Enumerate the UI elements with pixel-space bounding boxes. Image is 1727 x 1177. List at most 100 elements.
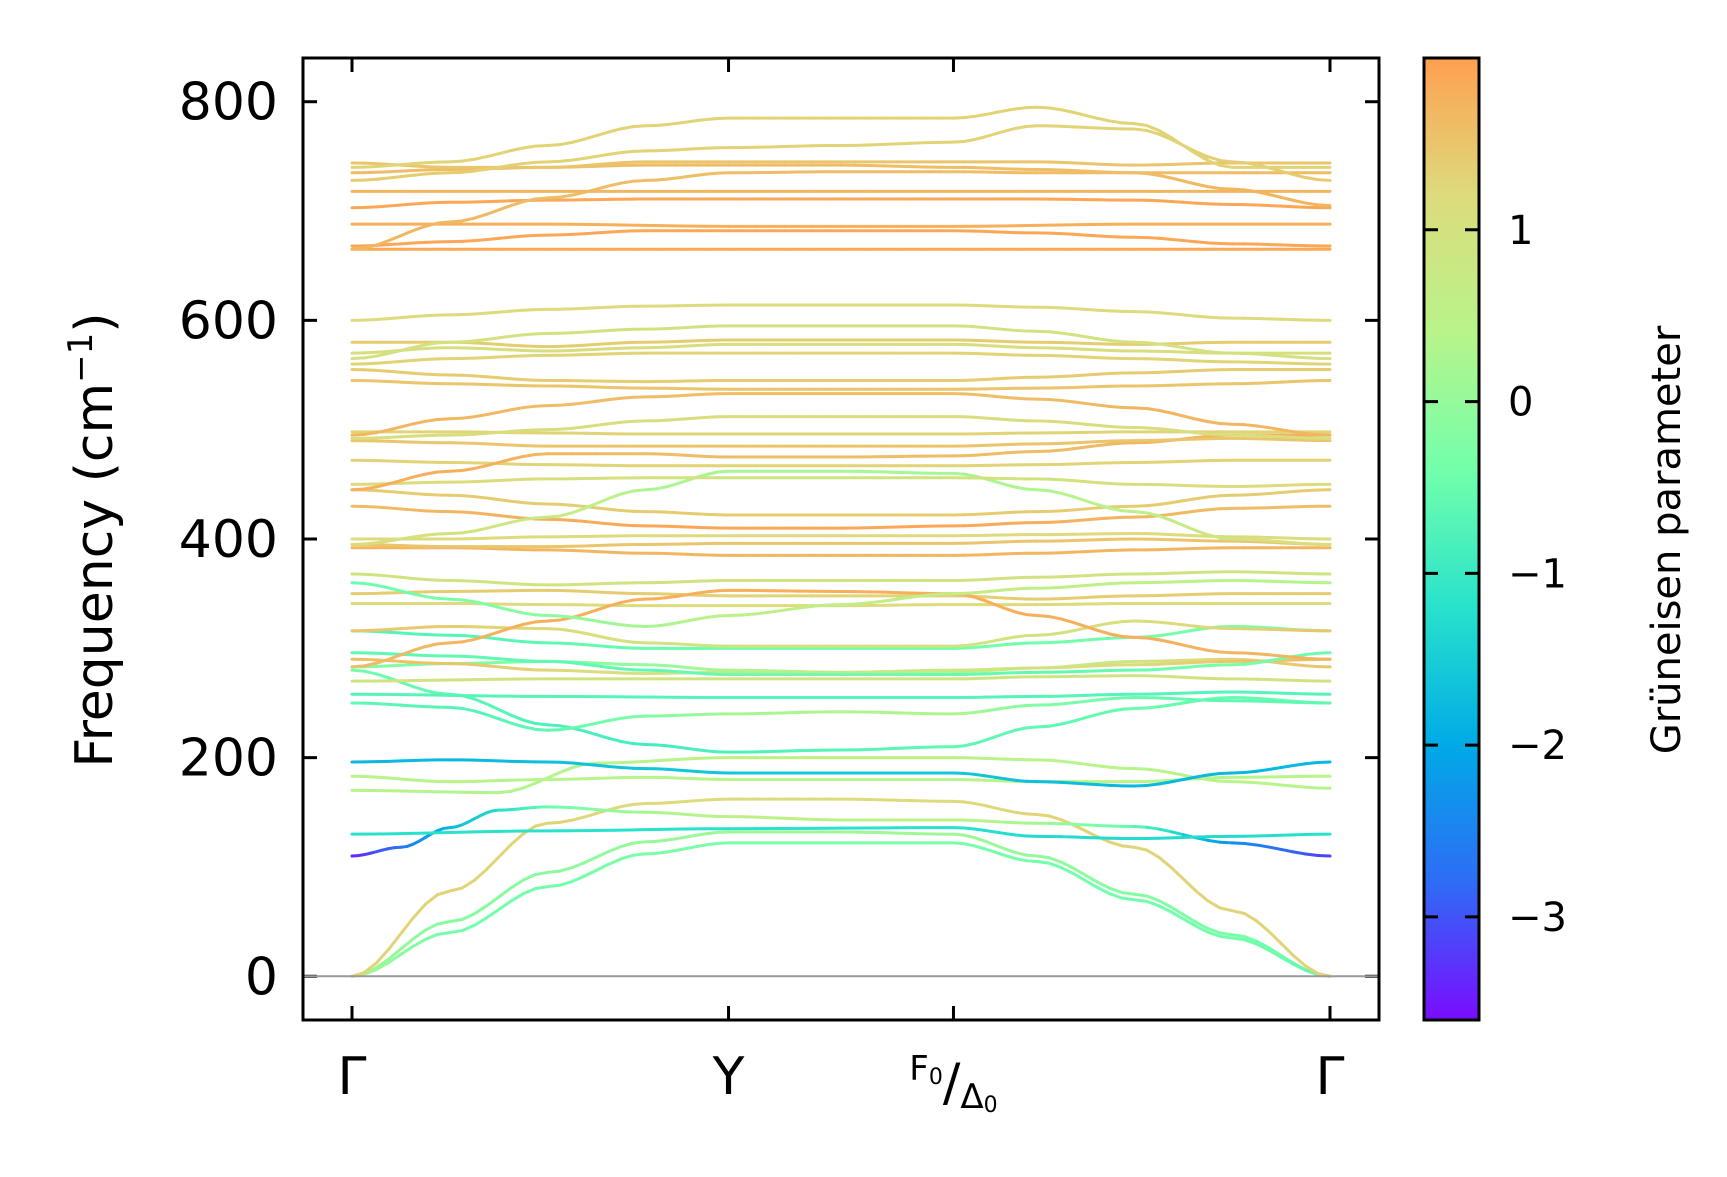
band-segment bbox=[509, 892, 525, 903]
band-segment bbox=[1255, 434, 1271, 438]
band-segment bbox=[460, 923, 476, 933]
band-segment bbox=[1206, 155, 1222, 162]
x-tick-label: Γ bbox=[338, 1047, 367, 1107]
band-segment bbox=[962, 711, 976, 716]
band-segment bbox=[1255, 492, 1271, 496]
band-segment bbox=[1255, 538, 1271, 543]
band-segment bbox=[895, 141, 913, 146]
band-segment bbox=[1181, 369, 1198, 373]
band-segment bbox=[509, 721, 525, 729]
band-segment bbox=[582, 608, 598, 616]
band-segment bbox=[1181, 414, 1198, 421]
band-segment bbox=[509, 354, 525, 358]
band-segment bbox=[1255, 767, 1271, 773]
band-segment bbox=[362, 243, 378, 250]
band-segment bbox=[1145, 825, 1161, 831]
band-segment bbox=[1206, 494, 1222, 499]
band-segment bbox=[1059, 574, 1075, 579]
band-segment bbox=[374, 657, 391, 665]
band-segment bbox=[675, 835, 689, 841]
band-segment bbox=[1304, 656, 1320, 661]
band-segment bbox=[962, 593, 976, 599]
band-segment bbox=[1255, 939, 1271, 950]
band-segment bbox=[484, 580, 501, 585]
band-segment bbox=[509, 582, 525, 586]
band-segment bbox=[607, 151, 623, 156]
band-segment bbox=[972, 595, 987, 603]
band-segment bbox=[1059, 306, 1075, 311]
band-segment bbox=[1003, 642, 1018, 647]
band-segment bbox=[1047, 520, 1063, 524]
band-segment bbox=[993, 643, 1007, 648]
band-segment bbox=[972, 453, 987, 457]
band-segment bbox=[387, 932, 403, 951]
band-segment bbox=[993, 731, 1007, 739]
band-segment bbox=[983, 774, 997, 779]
band-segment bbox=[1255, 352, 1271, 357]
band-segment bbox=[1096, 403, 1112, 408]
band-segment bbox=[472, 479, 488, 484]
band-segment bbox=[1181, 913, 1198, 924]
band-optic-420 bbox=[350, 488, 1332, 517]
band-segment bbox=[1291, 850, 1308, 856]
band-segment bbox=[1169, 621, 1185, 627]
band-segment bbox=[423, 578, 440, 582]
band-segment bbox=[1169, 369, 1185, 374]
band-segment bbox=[607, 420, 623, 426]
band-segment bbox=[664, 848, 679, 854]
band-segment bbox=[1096, 764, 1112, 769]
band-optic-196 bbox=[350, 758, 1332, 788]
band-segment bbox=[484, 165, 501, 171]
band-segment bbox=[1291, 205, 1308, 209]
band-segment bbox=[1194, 534, 1210, 538]
band-segment bbox=[1157, 662, 1173, 666]
band-segment bbox=[1108, 339, 1124, 344]
band-segment bbox=[399, 944, 415, 956]
band-segment bbox=[387, 169, 403, 174]
band-segment bbox=[472, 495, 488, 500]
band-segment bbox=[1047, 489, 1063, 495]
band-segment bbox=[411, 357, 427, 362]
band-segment bbox=[387, 506, 403, 511]
band-segment bbox=[972, 827, 987, 832]
band-segment bbox=[983, 595, 997, 599]
band-segment bbox=[521, 718, 537, 726]
band-segment bbox=[558, 511, 574, 518]
band-segment bbox=[595, 422, 611, 427]
band-segment bbox=[983, 644, 997, 649]
band-segment bbox=[1267, 380, 1283, 385]
band-segment bbox=[993, 850, 1007, 858]
band-segment bbox=[411, 201, 427, 206]
band-segment bbox=[582, 549, 598, 554]
band-segment bbox=[1218, 536, 1234, 541]
band-segment bbox=[362, 177, 378, 182]
band-segment bbox=[1071, 574, 1087, 578]
band-segment bbox=[1291, 355, 1308, 360]
band-segment bbox=[1157, 769, 1173, 775]
band-segment bbox=[570, 232, 586, 236]
band-segment bbox=[1071, 161, 1087, 165]
band-segment bbox=[460, 510, 476, 515]
band-segment bbox=[399, 173, 415, 179]
band-segment bbox=[1108, 886, 1124, 895]
band-segment bbox=[1242, 651, 1259, 656]
band-segment bbox=[497, 717, 513, 725]
band-segment bbox=[1132, 635, 1149, 640]
band-segment bbox=[1267, 929, 1283, 945]
band-segment bbox=[411, 434, 427, 438]
band-segment bbox=[1206, 432, 1222, 437]
band-segment bbox=[1108, 620, 1124, 625]
band-segment bbox=[1003, 345, 1018, 349]
band-segment bbox=[1071, 626, 1087, 633]
band-segment bbox=[472, 346, 488, 351]
band-segment bbox=[558, 140, 574, 147]
band-segment bbox=[411, 240, 427, 245]
band-segment bbox=[521, 404, 537, 410]
band-segment bbox=[1047, 477, 1063, 482]
band-segment bbox=[1194, 240, 1210, 245]
band-segment bbox=[1071, 822, 1087, 827]
band-segment bbox=[1206, 926, 1222, 935]
band-segment bbox=[558, 502, 574, 507]
band-segment bbox=[460, 654, 476, 659]
band-segment bbox=[1304, 852, 1320, 857]
